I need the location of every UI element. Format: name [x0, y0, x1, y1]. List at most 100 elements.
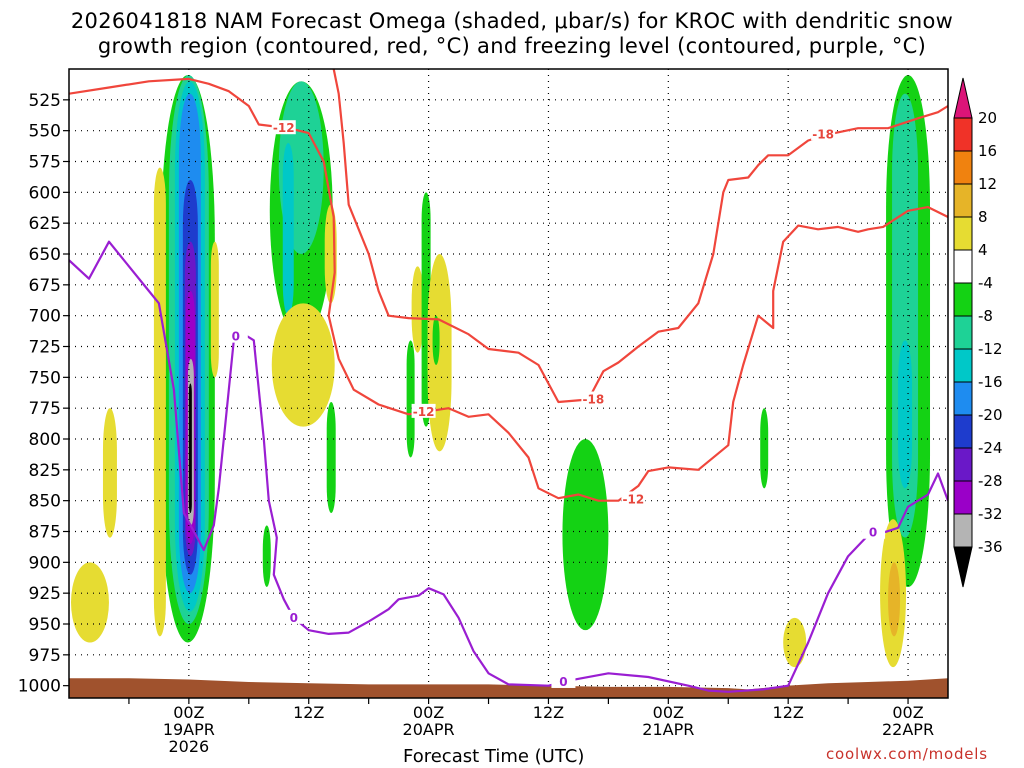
- xtick-label-42-0: 12Z: [533, 703, 564, 722]
- colorbar-label-9: -20: [978, 406, 1003, 424]
- ytick-label-950: 950: [29, 615, 61, 635]
- colorbar-bottom-arrow: [953, 546, 973, 588]
- ytick-label-600: 600: [29, 183, 61, 203]
- colorbar-label-12: -32: [978, 505, 1003, 523]
- dgz-label-c-bg: [621, 491, 646, 506]
- x-axis-title: Forecast Time (UTC): [403, 746, 585, 767]
- ytick-label-650: 650: [29, 245, 61, 265]
- colorbar-cell-0: [953, 117, 973, 152]
- frz-label-b-bg: [281, 609, 306, 624]
- xtick-label-54-0: 00Z: [653, 703, 684, 722]
- omega-cell-11: [70, 562, 109, 643]
- chart-title-line-2: growth region (contoured, red, °C) and f…: [97, 34, 927, 58]
- colorbar-cell-9: [953, 414, 973, 449]
- dgz-label-e: -18: [812, 127, 834, 141]
- colorbar-cell-5: [953, 282, 973, 317]
- omega-cell-31: [783, 617, 807, 668]
- credit-text: coolwx.com/models: [826, 745, 988, 763]
- dgz-label-b-bg: [411, 403, 436, 418]
- xtick-label-66-0: 12Z: [773, 703, 804, 722]
- colorbar-cell-3: [953, 216, 973, 251]
- xtick-label-30-1: 20APR: [403, 720, 455, 739]
- colorbar-label-0: 20: [978, 109, 997, 127]
- dgz-label-c: -12: [623, 492, 645, 506]
- ytick-label-725: 725: [29, 338, 61, 358]
- colorbar-cell-8: [953, 381, 973, 416]
- omega-cell-28: [898, 340, 913, 489]
- xtick-label-54-1: 21APR: [642, 720, 694, 739]
- omega-cell-10: [210, 241, 219, 378]
- colorbar-label-7: -12: [978, 340, 1003, 358]
- plot-frame: [68, 68, 949, 699]
- colorbar-cell-12: [953, 513, 973, 548]
- terrain-shading: [69, 678, 948, 698]
- omega-cell-23: [432, 315, 440, 365]
- chart-title-line-1: 2026041818 NAM Forecast Omega (shaded, μ…: [70, 9, 954, 33]
- ytick-label-925: 925: [29, 584, 61, 604]
- xtick-label-30-0: 00Z: [413, 703, 444, 722]
- colorbar-label-3: 8: [978, 208, 988, 226]
- colorbar-cell-10: [953, 447, 973, 482]
- ytick-label-1000: 1000: [18, 677, 61, 697]
- colorbar-cell-4: [953, 249, 973, 284]
- xtick-label-6-2: 2026: [169, 737, 210, 756]
- xtick-label-18-0: 12Z: [293, 703, 324, 722]
- colorbar-label-1: 16: [978, 142, 997, 160]
- ytick-label-750: 750: [29, 368, 61, 388]
- colorbar-cell-11: [953, 480, 973, 515]
- colorbar-legend: 20 16 12 8 4 -4 -8 -12 -16 -20 -24 -28 -32 -36: [953, 77, 1003, 588]
- ytick-label-825: 825: [29, 461, 61, 481]
- frz-label-a-bg: [223, 328, 248, 343]
- dgz-label-d-bg: [581, 391, 606, 406]
- dgz-label-a-bg: [271, 120, 296, 135]
- frz-label-c: 0: [559, 675, 567, 689]
- colorbar-label-2: 12: [978, 175, 997, 193]
- colorbar-cell-2: [953, 183, 973, 218]
- frz-label-b: 0: [290, 611, 298, 625]
- plot-area: -12 -12 -12 -18 -18 0 0 0 0: [68, 68, 949, 699]
- xtick-label-78-0: 00Z: [892, 703, 923, 722]
- ytick-label-550: 550: [29, 122, 61, 142]
- xtick-label-78-1: 22APR: [882, 720, 934, 739]
- dgz-label-b: -12: [413, 405, 435, 419]
- ytick-label-675: 675: [29, 276, 61, 296]
- omega-cell-18: [262, 525, 271, 587]
- frz-label-d-bg: [861, 524, 886, 539]
- omega-cell-22: [427, 254, 452, 452]
- dgz-label-e-bg: [811, 126, 836, 141]
- colorbar-label-4: 4: [978, 241, 988, 259]
- ytick-label-900: 900: [29, 553, 61, 573]
- pressure-axis: 525 550 575 600 625 650 675 700 725 750 775 800 825 8…: [18, 91, 69, 697]
- dgz-label-a: -12: [273, 121, 295, 135]
- ytick-label-875: 875: [29, 523, 61, 543]
- ytick-label-700: 700: [29, 307, 61, 327]
- xtick-label-6-0: 00Z: [173, 703, 204, 722]
- ytick-label-975: 975: [29, 646, 61, 666]
- ytick-label-525: 525: [29, 91, 61, 111]
- ytick-label-850: 850: [29, 492, 61, 512]
- colorbar-top-arrow: [953, 77, 973, 119]
- colorbar-label-8: -16: [978, 373, 1003, 391]
- omega-cell-30: [888, 562, 901, 637]
- ytick-label-800: 800: [29, 430, 61, 450]
- omega-cell-8: [188, 383, 192, 513]
- omega-cell-24: [562, 439, 609, 631]
- colorbar-cell-7: [953, 348, 973, 383]
- omega-cell-9: [153, 167, 166, 637]
- omega-cell-19: [406, 340, 415, 458]
- ytick-label-775: 775: [29, 399, 61, 419]
- omega-cell-17: [326, 402, 336, 513]
- omega-cell-25: [760, 408, 769, 489]
- colorbar-label-11: -28: [978, 472, 1003, 490]
- omega-cell-14: [282, 143, 294, 316]
- omega-cell-20: [411, 266, 424, 353]
- dgz-label-d: -18: [583, 393, 605, 407]
- ytick-label-575: 575: [29, 153, 61, 173]
- ytick-label-625: 625: [29, 214, 61, 234]
- xtick-label-6-1: 19APR: [163, 720, 215, 739]
- colorbar-label-10: -24: [978, 439, 1003, 457]
- freezing-level-contour: [69, 240, 948, 693]
- frz-label-c-bg: [551, 673, 576, 688]
